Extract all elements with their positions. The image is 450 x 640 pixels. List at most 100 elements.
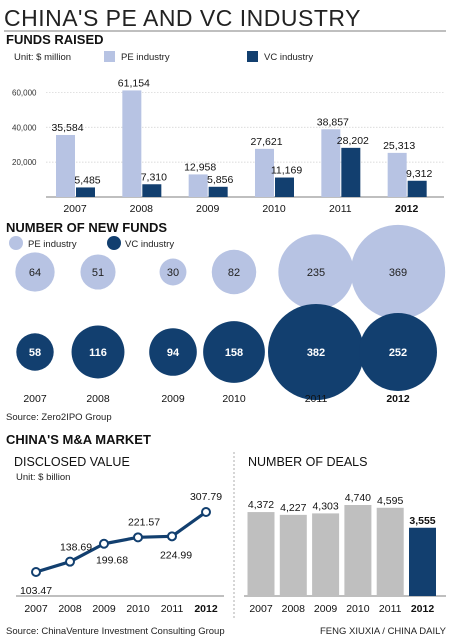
- bar-vc-2010: [275, 177, 294, 197]
- line-point-2010: [133, 532, 143, 543]
- year-label-2008: 2008: [130, 203, 154, 215]
- line-point-2011: [167, 531, 177, 542]
- deals-value-label: 4,303: [312, 500, 338, 512]
- bar-pe-2012: [387, 152, 407, 197]
- disclosed-value-line: [35, 510, 207, 574]
- legend-vc-dot-label: VC industry: [125, 239, 174, 250]
- legend-pe-swatch: [104, 51, 115, 62]
- bubble-vc-2012: [359, 313, 437, 391]
- funds-unit: Unit: $ million: [14, 52, 71, 63]
- bubble-pe-2011: [278, 234, 354, 310]
- bubble-pe-label: 64: [29, 267, 41, 279]
- pe-value-label: 35,584: [51, 122, 83, 134]
- bubble-pe-label: 82: [228, 267, 240, 279]
- bubble-vc-label: 116: [89, 347, 107, 359]
- vc-value-label: 7,310: [141, 171, 167, 183]
- line-point-2008: [65, 556, 75, 567]
- disclosed-value-line-chart: 103.47 2007 138.69 2008 199.68 2009 221.57 2010…: [16, 491, 224, 615]
- deals-bar-2007: [247, 512, 275, 596]
- year-label-2011: 2011: [329, 203, 352, 215]
- bubble-pe-label: 369: [389, 267, 407, 279]
- ma-heading: CHINA'S M&A MARKET: [6, 432, 151, 447]
- line-year-2007: 2007: [24, 603, 48, 615]
- legend-vc-dot: [107, 236, 121, 250]
- deals-bar-2010: [344, 505, 372, 596]
- bubble-vc-label: 382: [307, 347, 325, 359]
- bar-vc-2008: [142, 184, 162, 197]
- bubble-year-2009: 2009: [161, 393, 185, 405]
- vc-value-label: 28,202: [337, 135, 369, 147]
- bar-vc-2009: [208, 186, 228, 197]
- legend-vc-label: VC industry: [264, 52, 313, 63]
- bar-vc-2011: [341, 147, 361, 197]
- line-value-label: 199.68: [96, 555, 128, 567]
- vc-value-label: 5,485: [74, 174, 100, 186]
- vc-value-label: 5,856: [207, 174, 233, 186]
- pe-value-label: 25,313: [383, 140, 415, 152]
- line-value-label: 307.79: [190, 491, 222, 503]
- deals-value-label: 3,555: [409, 515, 435, 527]
- deals-year-2009: 2009: [314, 603, 338, 615]
- bubble-pe-2008: [80, 254, 116, 290]
- bar-vc-2012: [407, 180, 427, 197]
- bubble-vc-label: 252: [389, 347, 407, 359]
- legend-pe-label: PE industry: [121, 52, 170, 63]
- bubble-vc-2008: [71, 325, 125, 379]
- deals-bar-2008: [279, 514, 307, 596]
- deals-value-label: 4,227: [280, 502, 306, 514]
- deals-year-2007: 2007: [249, 603, 273, 615]
- deals-value-label: 4,372: [248, 499, 274, 511]
- main-title: CHINA'S PE AND VC INDUSTRY: [4, 5, 361, 31]
- deals-year-2008: 2008: [282, 603, 306, 615]
- year-label-2010: 2010: [262, 203, 286, 215]
- bubble-vc-2009: [149, 328, 197, 376]
- bubble-pe-label: 51: [92, 267, 104, 279]
- bubble-vc-2011: [268, 304, 364, 400]
- new-funds-heading: NUMBER OF NEW FUNDS: [6, 220, 167, 235]
- bar-pe-2009: [188, 174, 208, 197]
- number-of-deals-heading: NUMBER OF DEALS: [248, 455, 367, 469]
- line-value-label: 224.99: [160, 549, 192, 561]
- bubble-vc-label: 58: [29, 347, 41, 359]
- disclosed-unit: Unit: $ billion: [16, 472, 70, 483]
- vc-value-label: 11,169: [271, 165, 302, 177]
- line-year-2011: 2011: [161, 603, 184, 615]
- funds-raised-heading: FUNDS RAISED: [6, 32, 104, 47]
- deals-value-label: 4,595: [377, 495, 403, 507]
- deals-year-2012: 2012: [411, 603, 435, 615]
- line-point-2007: [31, 567, 41, 577]
- line-value-label: 221.57: [128, 516, 160, 528]
- year-label-2009: 2009: [196, 203, 220, 215]
- bubble-pe-label: 30: [167, 267, 179, 279]
- bar-pe-2007: [56, 134, 75, 197]
- bubble-pe-label: 235: [307, 267, 325, 279]
- bar-pe-2011: [321, 129, 341, 197]
- bar-pe-2008: [122, 90, 142, 197]
- line-value-label: 138.69: [60, 542, 92, 554]
- bubble-pe-2012: [350, 224, 446, 320]
- deals-bar-2012: [409, 527, 436, 596]
- vc-value-label: 9,312: [406, 168, 432, 180]
- legend-vc-swatch: [247, 51, 258, 62]
- deals-year-2011: 2011: [379, 603, 402, 615]
- pe-value-label: 38,857: [317, 116, 349, 128]
- funds-raised-chart: 20,000 40,000 60,000 35,584 5,485 61,154 7,310…: [12, 77, 444, 198]
- y-tick-label: 40,000: [12, 123, 37, 132]
- bubble-year-2008: 2008: [86, 393, 110, 405]
- line-point-2012: [201, 507, 211, 517]
- line-year-2010: 2010: [126, 603, 150, 615]
- bubble-year-2010: 2010: [222, 393, 246, 405]
- disclosed-value-heading: DISCLOSED VALUE: [14, 455, 130, 469]
- bar-vc-2007: [76, 187, 95, 197]
- legend-pe-dot-label: PE industry: [28, 239, 77, 250]
- credit: FENG XIUXIA / CHINA DAILY: [320, 626, 447, 637]
- y-tick-label: 60,000: [12, 88, 37, 97]
- line-year-2008: 2008: [58, 603, 82, 615]
- new-funds-bubble-chart: 64 58 2007 51 116 2008 30 94 2009 82 158 2010 235 382…: [15, 224, 446, 405]
- bubble-vc-label: 158: [225, 347, 243, 359]
- funds-raised-year-ticks: 2007 2008 2009 2010 2011 2012: [63, 203, 418, 215]
- bubble-year-2011: 2011: [305, 393, 328, 405]
- bubble-pe-2007: [15, 252, 55, 292]
- pe-value-label: 61,154: [118, 77, 150, 89]
- bubble-pe-2009: [159, 258, 187, 286]
